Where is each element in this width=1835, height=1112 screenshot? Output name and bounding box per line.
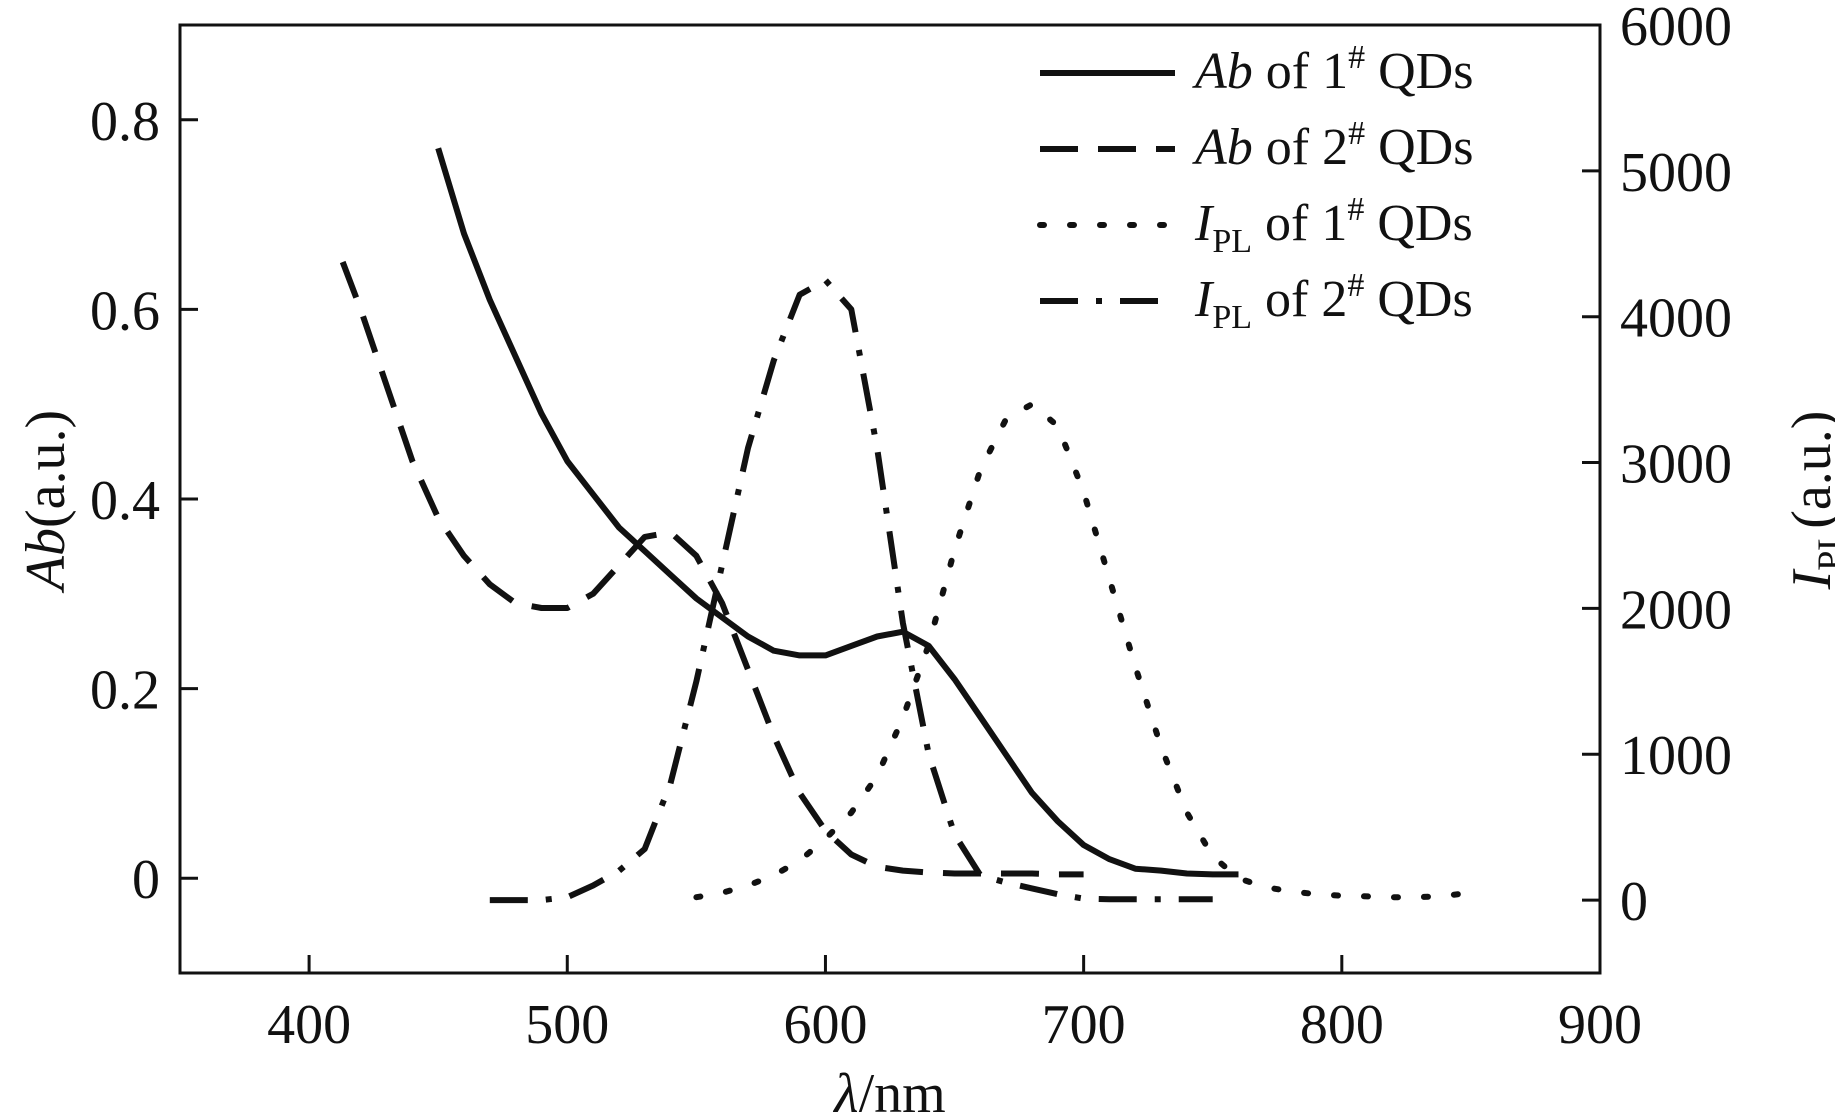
x-tick-label: 800 bbox=[1300, 994, 1384, 1056]
y-right-tick-label: 2000 bbox=[1620, 579, 1732, 641]
legend-label-1: Ab of 1# QDs bbox=[1192, 39, 1473, 100]
y-left-tick-label: 0.8 bbox=[90, 91, 160, 153]
y-left-tick-label: 0 bbox=[132, 849, 160, 911]
series-line-1 bbox=[435, 147, 1239, 878]
y-left-axis-ticks: 0 0.2 0.4 0.6 0.8 bbox=[90, 91, 198, 911]
y-right-tick-label: 1000 bbox=[1620, 725, 1732, 787]
y-right-axis-label: IPL(a.u.) bbox=[1781, 411, 1835, 591]
series-line-4 bbox=[489, 277, 1213, 904]
legend-label-2: Ab of 2# QDs bbox=[1192, 115, 1473, 176]
y-left-axis-label: Ab(a.u.) bbox=[15, 410, 77, 594]
x-tick-label: 900 bbox=[1558, 994, 1642, 1056]
series-layer bbox=[339, 147, 1474, 904]
y-right-tick-label: 0 bbox=[1620, 871, 1648, 933]
x-axis-ticks: 400 500 600 700 800 900 bbox=[267, 955, 1642, 1056]
y-right-axis-ticks: 0 1000 2000 3000 4000 5000 6000 bbox=[1582, 0, 1732, 933]
y-right-tick-label: 5000 bbox=[1620, 142, 1732, 204]
y-right-tick-label: 4000 bbox=[1620, 288, 1732, 350]
y-left-tick-label: 0.4 bbox=[90, 470, 160, 532]
y-right-tick-label: 6000 bbox=[1620, 0, 1732, 58]
series-line-3 bbox=[693, 401, 1474, 901]
legend: Ab of 1# QDs Ab of 2# QDs IPL of 1# QDs IPL… bbox=[1037, 39, 1473, 336]
y-right-tick-label: 3000 bbox=[1620, 434, 1732, 496]
x-axis-label: λ/nm bbox=[832, 1063, 945, 1112]
x-tick-label: 700 bbox=[1042, 994, 1126, 1056]
legend-label-4: IPL of 2# QDs bbox=[1194, 267, 1473, 336]
x-tick-label: 400 bbox=[267, 994, 351, 1056]
legend-label-3: IPL of 1# QDs bbox=[1194, 191, 1473, 260]
x-tick-label: 600 bbox=[783, 994, 867, 1056]
series-line-2 bbox=[339, 260, 1084, 878]
x-tick-label: 500 bbox=[525, 994, 609, 1056]
y-left-tick-label: 0.6 bbox=[90, 280, 160, 342]
y-left-tick-label: 0.2 bbox=[90, 660, 160, 722]
